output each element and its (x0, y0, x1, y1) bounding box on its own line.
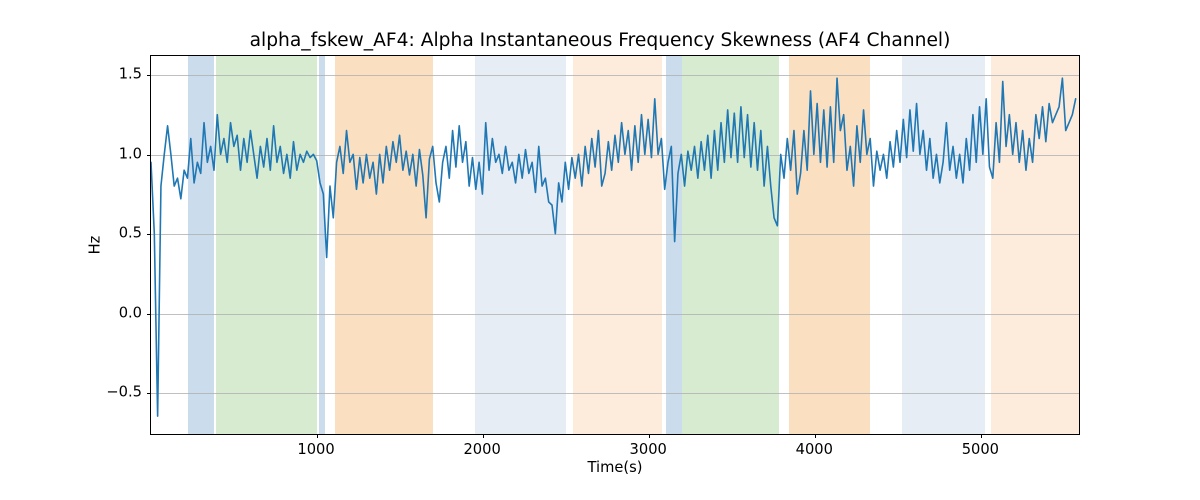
y-axis-label: Hz (87, 236, 104, 255)
x-tick-label: 4000 (796, 441, 833, 458)
x-tick (815, 434, 816, 438)
chart-title: alpha_fskew_AF4: Alpha Instantaneous Fre… (0, 30, 1200, 51)
line-series (151, 56, 1079, 434)
y-tick-label: 1.0 (119, 145, 142, 162)
y-tick (147, 234, 151, 235)
x-tick-label: 5000 (962, 441, 999, 458)
x-tick (981, 434, 982, 438)
plot-clip (151, 56, 1079, 434)
y-tick-label: 1.5 (119, 66, 142, 83)
x-tick-label: 1000 (297, 441, 334, 458)
x-tick (649, 434, 650, 438)
y-tick (147, 314, 151, 315)
figure: alpha_fskew_AF4: Alpha Instantaneous Fre… (0, 0, 1200, 500)
x-tick (317, 434, 318, 438)
y-tick-label: 0.5 (119, 225, 142, 242)
y-tick-label: 0.0 (119, 304, 142, 321)
y-tick-label: −0.5 (106, 384, 142, 401)
x-tick (483, 434, 484, 438)
x-axis-label: Time(s) (588, 459, 643, 476)
x-tick-label: 3000 (630, 441, 667, 458)
y-tick (147, 155, 151, 156)
y-tick (147, 75, 151, 76)
x-tick-label: 2000 (463, 441, 500, 458)
y-tick (147, 393, 151, 394)
series-line (151, 78, 1076, 416)
plot-area (150, 55, 1080, 435)
